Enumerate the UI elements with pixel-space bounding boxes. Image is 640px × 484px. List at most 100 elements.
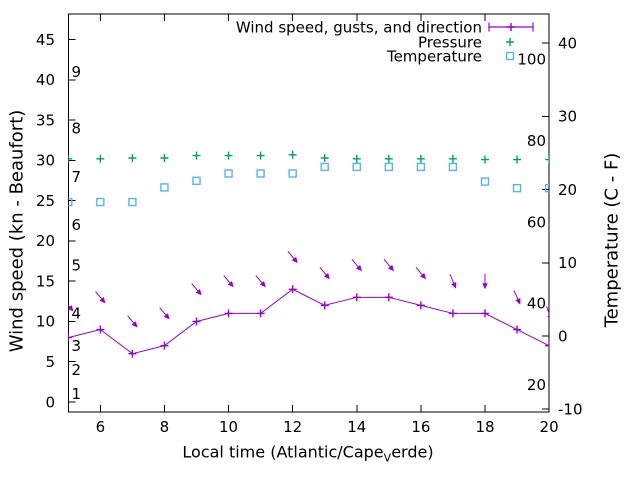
temperature-marker [256,169,265,178]
pressure-marker [513,155,522,164]
wind-arrow-head [131,321,138,328]
temperature-series [68,162,550,207]
temperature-marker [512,183,522,193]
wind-speed-marker [384,293,393,302]
fahrenheit-scale-label: 40 [527,295,546,313]
wind-arrow-head [515,298,521,305]
wind-direction-arrows [68,250,550,328]
x-axis-title-main: Local time (Atlantic/Cape [182,443,383,462]
y-left-tick-label: 25 [36,192,55,210]
wind-series [68,285,550,358]
y-right-tick-label: 20 [558,181,577,199]
beaufort-scale-label: 3 [72,337,82,355]
beaufort-scale-label: 1 [72,385,82,403]
wind-arrow-head [68,305,74,312]
wind-speed-marker [96,325,105,334]
beaufort-scale-label: 9 [72,63,82,81]
pressure-marker [352,154,361,163]
pressure-marker [480,155,489,164]
temperature-marker [544,183,550,193]
x-tick-label: 18 [475,418,494,436]
wind-arrow-head [291,256,298,264]
wind-arrow-head [547,315,550,319]
x-axis-ticks [99,14,550,412]
y-left-tick-label: 40 [36,71,55,89]
wind-arrow-head [387,264,394,272]
y-right-tick-label: 0 [558,327,568,345]
pressure-marker [224,151,233,160]
wind-speed-marker [480,309,489,318]
pressure-marker [416,154,425,163]
legend-label: Temperature [386,47,482,65]
wind-arrow-head [195,288,202,296]
pressure-marker [128,153,137,162]
pressure-marker [320,153,329,162]
wind-speed-marker [545,341,550,350]
wind-arrow-head [227,280,234,288]
pressure-marker [160,153,169,162]
y-left-tick-label: 15 [36,272,55,290]
wind-speed-marker [288,285,297,294]
beaufort-scale-label: 8 [72,119,82,137]
x-axis-title-rest: erde) [391,443,433,462]
wind-speed-marker [513,325,522,334]
temperature-marker [480,177,490,186]
legend-sample-marker [505,51,515,61]
pressure-marker [192,151,201,160]
y-left-tick-label: 0 [45,393,55,411]
x-tick-label: 16 [411,418,430,436]
x-axis-title-subscript: V [384,452,392,465]
temperature-marker [448,162,458,172]
y-left-axis-title: Wind speed (kn - Beaufort) [6,110,27,353]
pressure-marker [96,154,105,163]
x-axis-title: Local time (Atlantic/CapeVerde) [182,443,433,465]
y-left-tick-label: 5 [45,353,55,371]
temperature-marker [96,197,105,207]
pressure-marker [545,155,550,164]
fahrenheit-scale-label: 100 [517,51,546,69]
y-left-tick-label: 20 [36,232,55,250]
temperature-marker [352,162,361,172]
legend: Wind speed, gusts, and directionPressure… [236,18,534,65]
y-right-tick-label: 30 [558,108,577,126]
legend-label: Wind speed, gusts, and direction [236,18,482,36]
wind-arrow-head [99,297,106,304]
pressure-series [68,150,550,164]
wind-speed-marker [448,309,457,318]
wind-arrow-head [259,280,266,288]
temperature-marker [192,176,201,186]
beaufort-scale-label: 4 [72,305,82,323]
wind-arrow-head [355,264,362,272]
temperature-marker [320,162,329,172]
pressure-marker [68,154,73,163]
wind-arrow-head [323,272,330,280]
beaufort-scale-label: 2 [72,361,82,379]
wind-arrow-head [451,281,457,289]
wind-speed-marker [256,309,265,318]
wind-arrow-head [482,283,488,290]
y-right-tick-label: 40 [558,34,577,52]
pressure-marker [288,150,297,159]
fahrenheit-scale-label: 20 [527,376,546,394]
y-left-tick-label: 45 [36,31,55,49]
temperature-marker [128,197,137,207]
temperature-marker [288,169,297,178]
wind-speed-marker [128,349,137,358]
wind-speed-marker [224,309,233,318]
wind-speed-marker [416,301,425,310]
y-left-tick-label: 10 [36,313,55,331]
temperature-marker [224,169,233,178]
y-right-axis-title: Temperature (C - F) [601,153,622,329]
y-left-tick-label: 35 [36,111,55,129]
x-tick-label: 14 [347,418,366,436]
y-left-tick-label: 30 [36,152,55,170]
x-tick-label: 12 [283,418,302,436]
x-tick-label: 6 [96,418,106,436]
legend-sample-marker [507,23,515,31]
x-tick-label: 8 [160,418,170,436]
temperature-marker [68,197,73,207]
x-tick-label: 20 [540,418,559,436]
beaufort-scale-label: 6 [72,216,82,234]
wind-speed-marker [192,317,201,326]
